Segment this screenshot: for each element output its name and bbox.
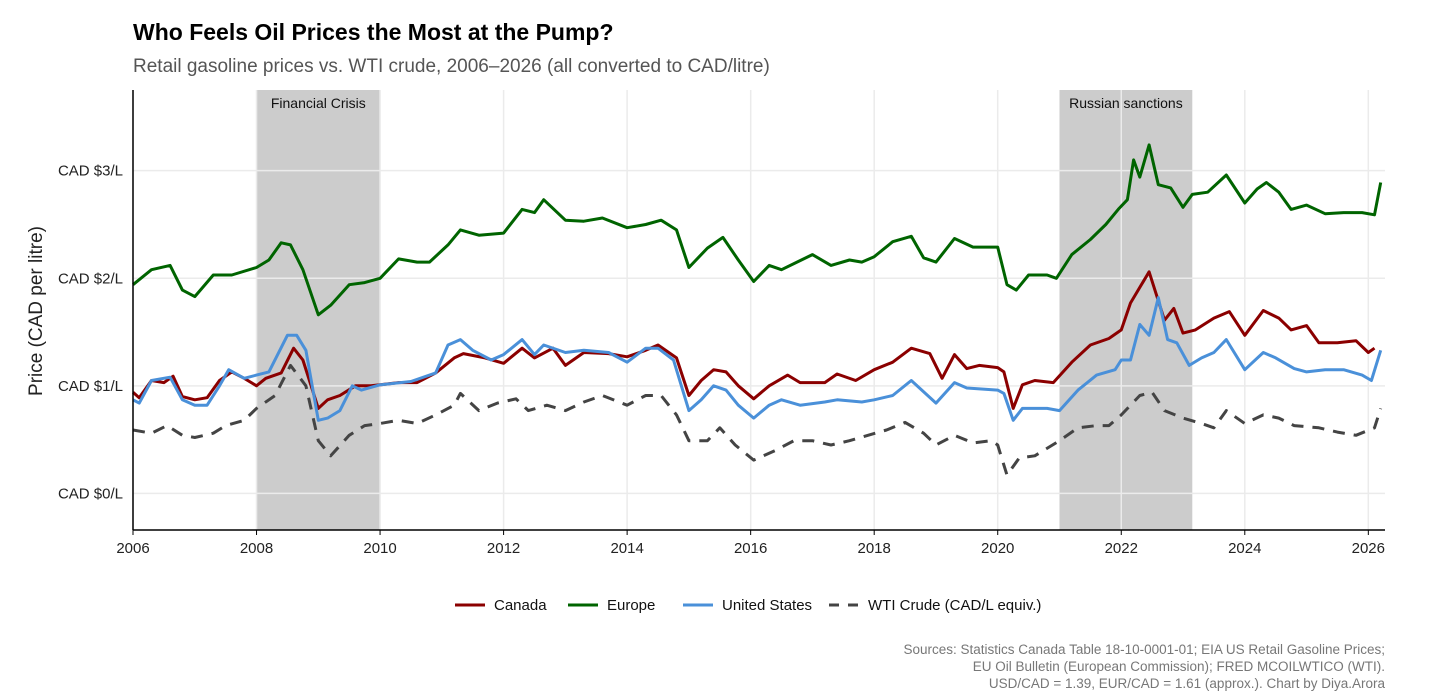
shaded-period-label: Financial Crisis — [271, 95, 366, 111]
shaded-periods: Financial Crisis Russian sanctions — [256, 90, 1193, 530]
source-line: Sources: Statistics Canada Table 18-10-0… — [903, 642, 1385, 657]
x-tick-label: 2006 — [116, 540, 149, 557]
source-line: USD/CAD = 1.39, EUR/CAD = 1.61 (approx.)… — [989, 676, 1386, 691]
sources-note: Sources: Statistics Canada Table 18-10-0… — [903, 642, 1385, 691]
y-tick-label: CAD $2/L — [58, 270, 123, 287]
legend-label: Canada — [494, 597, 547, 614]
chart-subtitle: Retail gasoline prices vs. WTI crude, 20… — [133, 56, 770, 77]
shaded-period-label: Russian sanctions — [1069, 95, 1183, 111]
series-line-europe — [132, 143, 1383, 317]
y-axis-label: Price (CAD per litre) — [26, 226, 47, 396]
x-tick-label: 2016 — [734, 540, 767, 557]
x-tick-label: 2012 — [487, 540, 520, 557]
legend-label: WTI Crude (CAD/L equiv.) — [868, 597, 1041, 614]
gridlines — [132, 90, 1385, 530]
y-tick-label: CAD $0/L — [58, 485, 123, 502]
y-tick-label: CAD $3/L — [58, 163, 123, 180]
series-line-united-states — [132, 296, 1383, 422]
series-lines — [132, 143, 1383, 477]
y-tick-label: CAD $1/L — [58, 378, 123, 395]
series-line-canada — [132, 270, 1376, 410]
x-tick-label: 2026 — [1352, 540, 1385, 557]
shaded-period — [1059, 90, 1193, 530]
shaded-period — [256, 90, 381, 530]
source-line: EU Oil Bulletin (European Commission); F… — [973, 659, 1385, 674]
x-tick-label: 2014 — [610, 540, 643, 557]
legend-label: United States — [722, 597, 812, 614]
x-tick-label: 2018 — [858, 540, 891, 557]
legend-label: Europe — [607, 597, 655, 614]
axes: 2006 2008 2010 2012 2014 2016 2018 2020 2022 2024… — [58, 90, 1385, 557]
x-tick-label: 2010 — [363, 540, 396, 557]
chart-title: Who Feels Oil Prices the Most at the Pum… — [133, 19, 614, 45]
series-line-wti-crude-cad-l-equiv — [132, 363, 1383, 477]
x-tick-label: 2020 — [981, 540, 1014, 557]
x-tick-label: 2022 — [1105, 540, 1138, 557]
x-tick-label: 2024 — [1228, 540, 1261, 557]
x-tick-label: 2008 — [240, 540, 273, 557]
legend: Canada Europe United States WTI Crude (CAD/… — [455, 597, 1041, 614]
